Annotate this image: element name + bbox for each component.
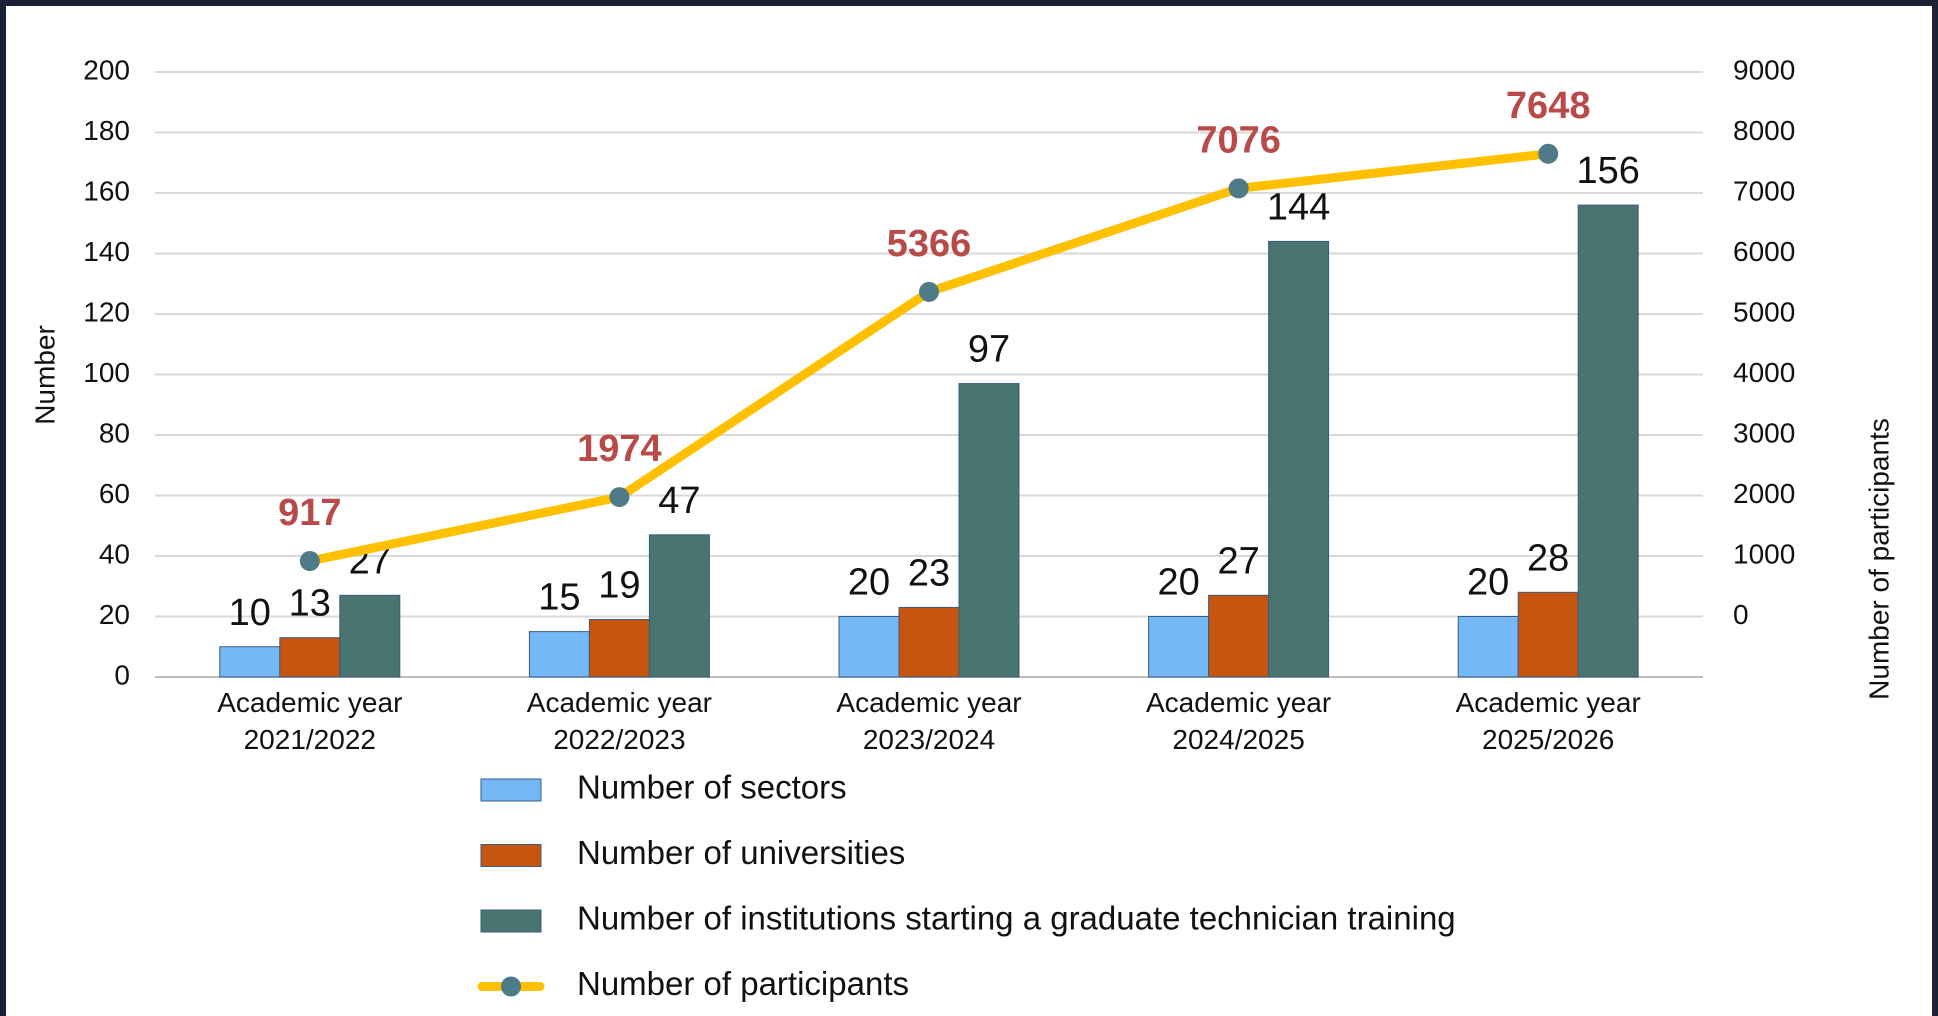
bar [898, 606, 960, 678]
data-label: 27 [1217, 540, 1259, 582]
bar [1208, 594, 1270, 678]
data-label: 10 [229, 592, 271, 634]
legend-label: Number of participants [577, 965, 909, 1002]
data-label: 20 [848, 562, 890, 604]
y2-tick-label: 0 [1733, 599, 1749, 630]
bar [1268, 240, 1330, 678]
y2-tick-label: 8000 [1733, 115, 1795, 146]
data-label: 19 [598, 565, 640, 607]
marker [1228, 178, 1249, 199]
x-tick-label: Academic year 2022/2023 [526, 687, 712, 755]
x-tick-label: Academic year 2023/2024 [836, 687, 1022, 755]
marker [1538, 143, 1559, 164]
y2-tick-label: 4000 [1733, 357, 1795, 388]
legend-swatch [480, 909, 542, 933]
bar [219, 646, 281, 678]
data-label: 5366 [887, 223, 972, 265]
marker [609, 487, 630, 508]
y-tick-label: 100 [83, 357, 130, 388]
legend-label: Number of institutions starting a gradua… [577, 900, 1456, 937]
y-tick-label: 40 [99, 538, 130, 569]
bar [1577, 204, 1639, 678]
bar [1148, 616, 1210, 678]
x-tick-label: Academic year 2021/2022 [217, 687, 403, 755]
data-label: 20 [1157, 562, 1199, 604]
data-label: 7648 [1506, 85, 1591, 127]
marker [299, 551, 320, 572]
legend-label: Number of sectors [577, 769, 847, 806]
y-axis-title: Number [29, 325, 60, 425]
y-tick-label: 160 [83, 175, 130, 206]
y-tick-label: 20 [99, 599, 130, 630]
y-tick-label: 0 [114, 659, 130, 690]
y2-axis-title: Number of participants [1863, 418, 1894, 700]
bar [339, 594, 401, 678]
y2-tick-label: 5000 [1733, 296, 1795, 327]
legend-marker [501, 976, 521, 997]
legend-swatch [480, 778, 542, 802]
marker [919, 281, 939, 302]
data-label: 20 [1467, 562, 1509, 604]
bar [648, 534, 710, 678]
legend-swatch [480, 844, 542, 867]
data-label: 97 [968, 329, 1010, 371]
data-label: 7076 [1196, 119, 1281, 161]
y-tick-label: 200 [83, 54, 130, 85]
data-label: 144 [1267, 186, 1330, 228]
data-label: 15 [538, 577, 580, 619]
data-label: 13 [289, 583, 331, 625]
legend-label: Number of universities [577, 834, 905, 871]
data-label: 156 [1576, 150, 1639, 192]
bar [838, 616, 900, 678]
y2-tick-label: 6000 [1733, 236, 1795, 267]
bar [958, 383, 1020, 678]
data-label: 1974 [577, 428, 662, 470]
y2-tick-label: 1000 [1733, 538, 1795, 569]
y2-tick-label: 7000 [1733, 175, 1795, 206]
y-tick-label: 120 [83, 296, 130, 327]
y-tick-label: 80 [99, 417, 130, 448]
bar [279, 637, 341, 678]
y2-tick-label: 9000 [1733, 54, 1795, 85]
bar [1457, 616, 1519, 678]
x-tick-label: Academic year 2024/2025 [1146, 687, 1332, 755]
y2-tick-label: 2000 [1733, 478, 1795, 509]
y-tick-label: 140 [83, 236, 130, 267]
y-tick-label: 60 [99, 478, 130, 509]
data-label: 28 [1527, 537, 1569, 579]
line [305, 149, 1553, 566]
bar [1517, 591, 1579, 678]
bar [588, 619, 650, 678]
data-label: 23 [908, 552, 950, 594]
y2-tick-label: 3000 [1733, 417, 1795, 448]
bar [528, 631, 590, 678]
x-tick-label: Academic year 2025/2026 [1455, 687, 1641, 755]
data-label: 917 [278, 492, 341, 534]
data-label: 47 [658, 480, 700, 522]
y-tick-label: 180 [83, 115, 130, 146]
